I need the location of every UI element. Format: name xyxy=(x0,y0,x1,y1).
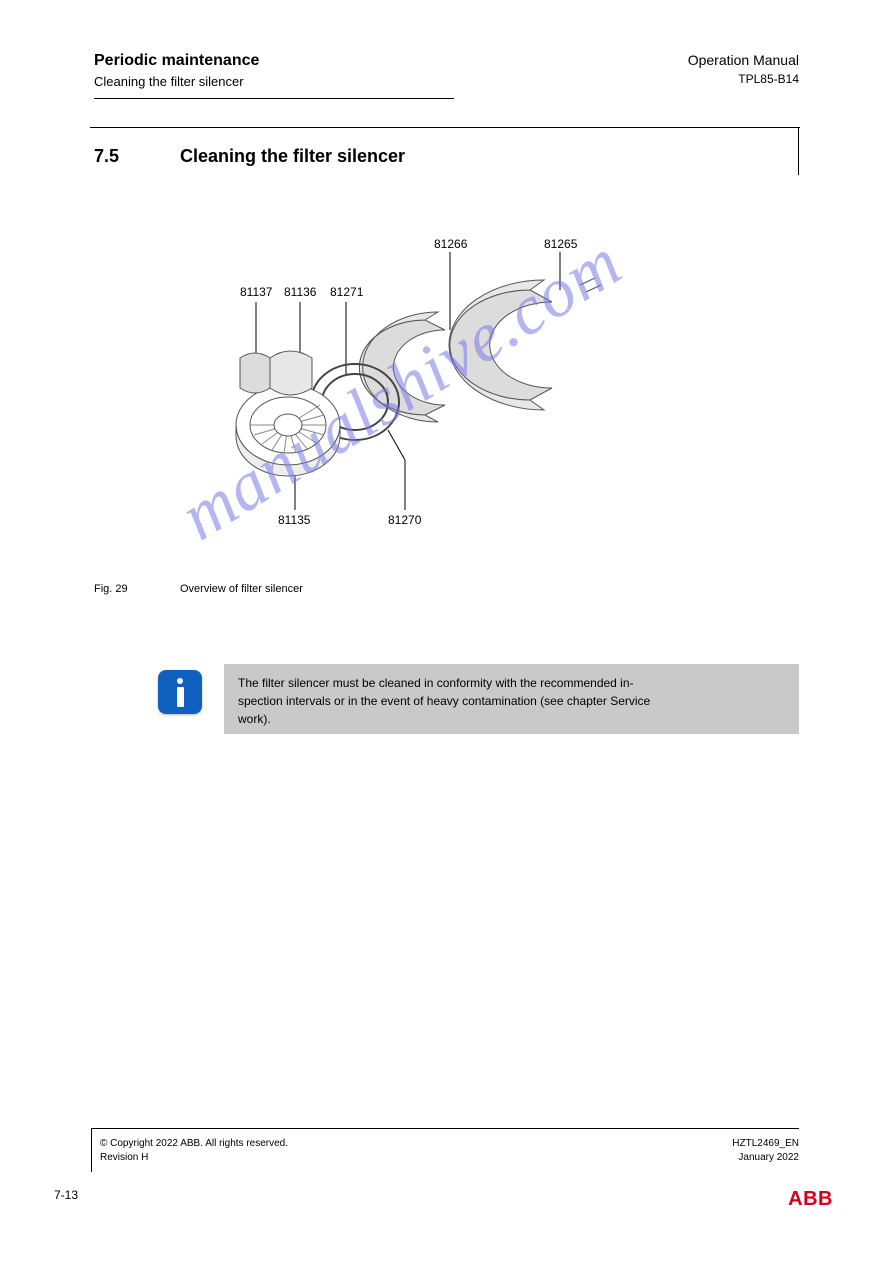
part-81136 xyxy=(270,351,312,395)
label-81266: 81266 xyxy=(434,237,468,251)
label-81265: 81265 xyxy=(544,237,578,251)
note-line-2: spection intervals or in the event of he… xyxy=(238,694,650,708)
label-81135: 81135 xyxy=(278,513,311,527)
exploded-diagram: 81137 81136 81271 81266 81265 81135 8127… xyxy=(200,230,680,550)
top-vrule xyxy=(798,127,799,175)
footer-vrule xyxy=(91,1128,92,1172)
part-81137 xyxy=(240,353,270,393)
header-title: Periodic maintenance xyxy=(94,52,259,70)
header-right-1: Operation Manual xyxy=(688,52,799,68)
page-number: 7-13 xyxy=(54,1188,78,1202)
header-rule xyxy=(94,98,454,99)
abb-logo: ABB xyxy=(788,1188,833,1211)
note-line-3: work). xyxy=(238,712,271,726)
top-rule xyxy=(90,127,800,128)
footer-rule xyxy=(91,1128,799,1129)
label-81136: 81136 xyxy=(284,285,317,299)
section-number: 7.5 xyxy=(94,146,119,167)
label-81271: 81271 xyxy=(330,285,364,299)
figure-caption-right: Overview of filter silencer xyxy=(180,583,303,595)
note-box: The filter silencer must be cleaned in c… xyxy=(224,664,799,734)
footer-right-1: HZTL2469_EN xyxy=(732,1138,799,1149)
footer-right-2: January 2022 xyxy=(738,1152,799,1163)
header-right: Operation Manual TPL85-B14 xyxy=(688,52,799,86)
note-line-1: The filter silencer must be cleaned in c… xyxy=(238,676,634,690)
section-title: Cleaning the filter silencer xyxy=(180,146,405,167)
footer-left-1: © Copyright 2022 ABB. All rights reserve… xyxy=(100,1138,288,1149)
header-sub: Cleaning the filter silencer xyxy=(94,74,244,89)
info-icon xyxy=(158,670,202,714)
label-81137: 81137 xyxy=(240,285,273,299)
label-81270: 81270 xyxy=(388,513,422,527)
part-81265 xyxy=(449,278,601,410)
footer-left-2: Revision H xyxy=(100,1152,148,1163)
header-right-2: TPL85-B14 xyxy=(688,72,799,86)
figure-caption-left: Fig. 29 xyxy=(94,583,128,595)
part-81135 xyxy=(236,385,340,476)
